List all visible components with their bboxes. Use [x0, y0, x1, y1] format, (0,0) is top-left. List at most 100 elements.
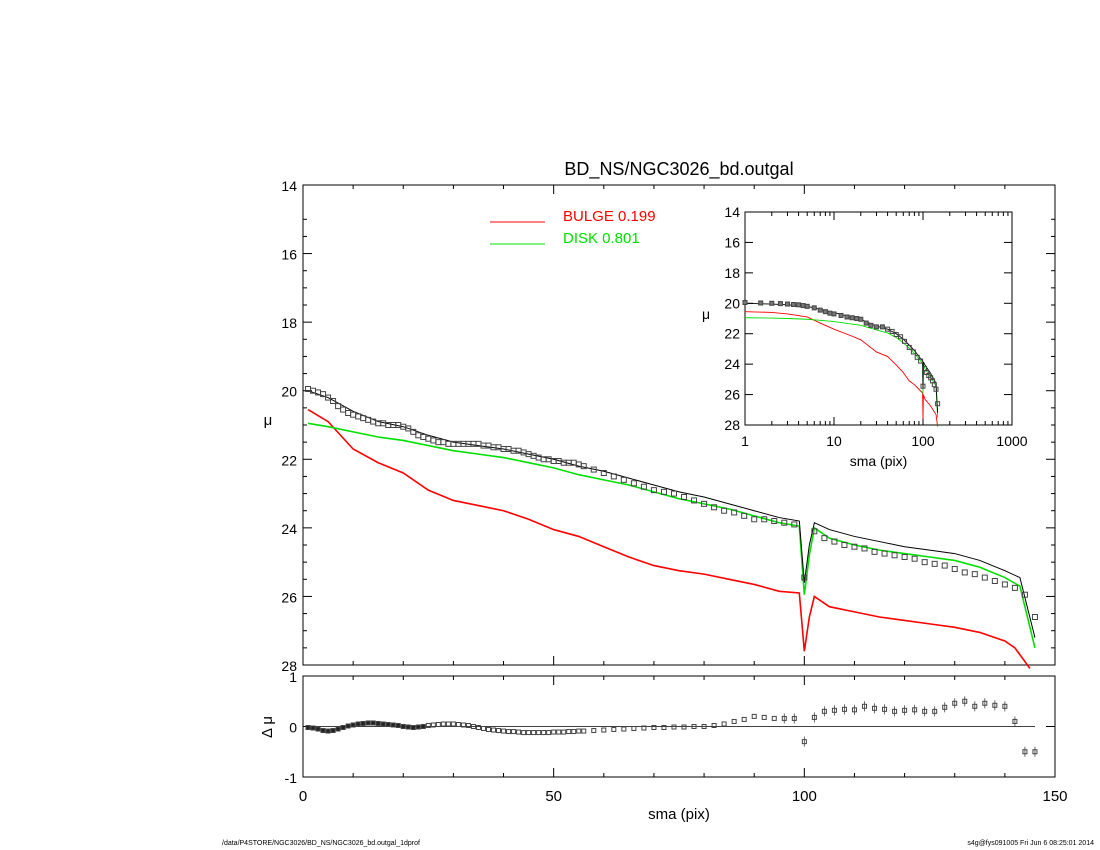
inset-data-point: [811, 305, 817, 311]
residual-x-tick-label: 150: [1042, 788, 1067, 805]
inset-data-point: [898, 334, 904, 340]
main-data-point: [911, 555, 918, 562]
main-data-point: [580, 463, 587, 470]
main-y-tick-label: 22: [281, 452, 297, 468]
main-data-point: [620, 476, 627, 483]
residual-data-point: [1012, 718, 1018, 724]
residual-data-point: [536, 730, 542, 736]
residual-data-point: [571, 729, 577, 735]
residual-data-point: [741, 716, 747, 722]
main-data-point: [355, 413, 362, 420]
residual-data-point: [395, 722, 401, 728]
residual-data-point: [1002, 703, 1008, 709]
residual-data-point: [355, 721, 361, 727]
main-data-point: [445, 440, 452, 447]
main-y-tick-label: 26: [281, 589, 297, 605]
residual-data-point: [566, 729, 572, 735]
main-data-point: [981, 574, 988, 581]
residual-data-point: [872, 705, 878, 711]
main-data-point: [660, 488, 667, 495]
residual-y-axis-label: Δ μ: [259, 716, 276, 738]
residual-data-point: [641, 725, 647, 731]
residual-data-point: [611, 727, 617, 733]
residual-data-point: [932, 708, 938, 714]
main-data-point: [781, 519, 788, 526]
main-data-point: [751, 516, 758, 523]
residual-data-point: [621, 726, 627, 732]
footer-file-path: /data/P4STORE/NGC3026/BD_NS/NGC3026_bd.o…: [222, 840, 420, 847]
residual-x-axis-label: sma (pix): [648, 806, 710, 823]
main-data-point: [811, 528, 818, 535]
residual-data-point: [1032, 749, 1038, 755]
residual-data-point: [491, 727, 497, 733]
residual-data-point: [410, 725, 416, 731]
inset-data-point: [758, 300, 764, 306]
residual-data-point: [350, 722, 356, 728]
residual-data-point: [561, 729, 567, 735]
main-data-point: [425, 435, 432, 442]
inset-data-point: [831, 311, 837, 317]
main-y-tick-label: 18: [281, 315, 297, 331]
main-data-point: [761, 516, 768, 523]
legend-label-0: BULGE 0.199: [563, 208, 656, 225]
main-y-tick-label: 28: [281, 658, 297, 674]
inset-x-tick-label: 10: [826, 433, 842, 449]
inset-data-point: [918, 358, 924, 364]
residual-data-point: [480, 726, 486, 732]
inset-data-point: [879, 324, 885, 330]
main-data-point: [630, 480, 637, 487]
inset-x-tick-label: 100: [911, 433, 935, 449]
inset-data-point: [838, 312, 844, 318]
residual-data-point: [982, 700, 988, 706]
main-data-point: [330, 398, 337, 404]
residual-data-point: [415, 724, 421, 730]
residual-data-point: [831, 707, 837, 713]
residual-data-point: [340, 725, 346, 731]
residual-data-point: [405, 724, 411, 730]
residual-data-point: [962, 698, 968, 704]
inset-x-tick-label: 1: [741, 433, 749, 449]
inset-data-point: [914, 354, 920, 360]
residual-data-point: [992, 702, 998, 708]
residual-data-point: [601, 727, 607, 733]
residual-data-point: [671, 724, 677, 730]
main-data-point: [325, 394, 332, 401]
residual-x-tick-label: 0: [299, 788, 307, 805]
main-data-point: [701, 500, 708, 507]
inset-data-point: [873, 324, 879, 330]
inset-data-point: [906, 344, 912, 350]
inset-data-point: [827, 310, 833, 316]
inset-data-point: [849, 315, 855, 321]
inset-data-point: [935, 401, 941, 407]
residual-data-point: [455, 721, 461, 727]
residual-data-point: [576, 728, 582, 734]
residual-data-point: [922, 708, 928, 714]
residual-data-point: [501, 728, 507, 734]
main-data-point: [650, 487, 657, 494]
residual-data-point: [531, 730, 537, 736]
residual-data-point: [360, 720, 366, 726]
residual-data-point: [315, 726, 321, 732]
main-data-point: [941, 562, 948, 569]
inset-data-point: [804, 303, 810, 309]
residual-data-point: [380, 721, 386, 727]
main-data-point: [921, 559, 928, 566]
residual-data-point: [821, 708, 827, 714]
residual-data-point: [335, 726, 341, 732]
residual-data-point: [370, 720, 376, 726]
main-y-axis-label: μ: [264, 412, 273, 429]
inset-data-point: [933, 386, 939, 392]
residual-data-point: [420, 724, 426, 729]
main-data-point: [721, 507, 728, 514]
inset-y-tick-label: 24: [724, 356, 740, 372]
inset-y-tick-label: 14: [724, 204, 740, 220]
residual-data-point: [661, 725, 667, 731]
residual-data-point: [546, 730, 552, 736]
inset-y-tick-label: 20: [724, 295, 740, 311]
residual-data-point: [892, 708, 898, 714]
footer-timestamp: s4g@fys091005 Fri Jun 6 08:25:01 2014: [967, 840, 1094, 847]
residual-data-point: [851, 707, 857, 713]
residual-data-point: [390, 722, 396, 728]
inset-x-axis-label: sma (pix): [850, 453, 908, 469]
main-data-point: [681, 494, 688, 500]
